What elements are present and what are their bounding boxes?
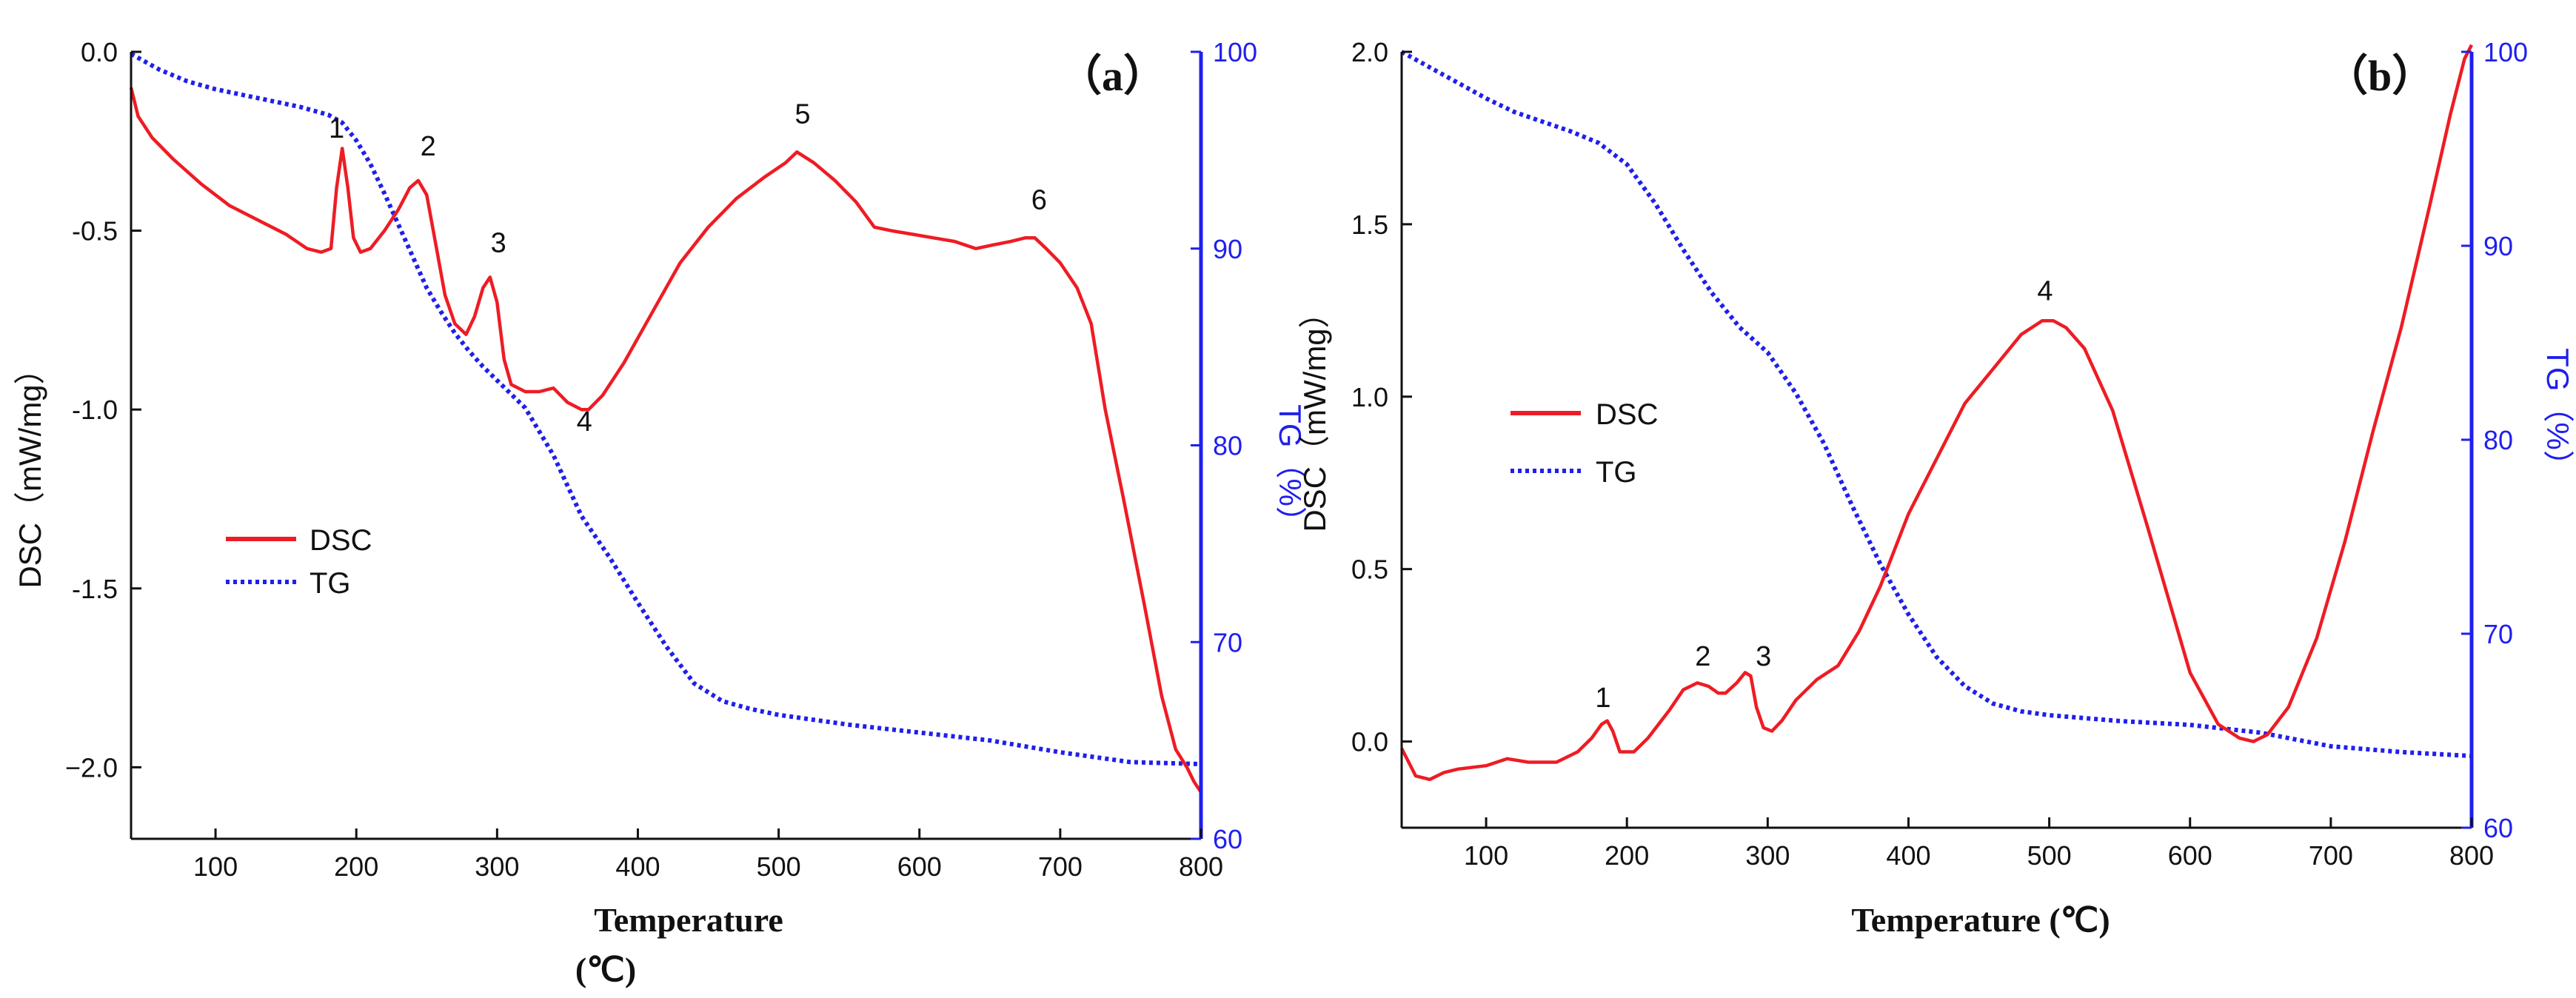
panel-b-xtick-label: 700: [2309, 840, 2353, 871]
panel-a-ytick-label: −2.0: [65, 752, 118, 783]
panel-b-y2tick-label: 80: [2483, 425, 2513, 455]
panel-b-y2tick-label: 60: [2483, 813, 2513, 843]
panel-a-ytick-label: 0.0: [81, 37, 118, 67]
panel-b-xtick-label: 200: [1605, 840, 1649, 871]
panel-b-dsc-line: [1399, 44, 2474, 782]
panel-a-chart: 100 200 300 400 500 600 700 800 0.0 -0.5 -1.0 -1.5 −…: [13, 37, 1308, 988]
panel-b-legend-dsc-label: DSC: [1596, 398, 1658, 431]
panel-a-xtick-label: 600: [897, 851, 942, 882]
panel-a-xtick-label: 500: [757, 851, 801, 882]
panel-b-chart: 100 200 300 400 500 600 700 800 0.0 0.5 1.0 1.5 2.0 6…: [1297, 37, 2575, 939]
panel-a-peak-label: 5: [794, 99, 810, 130]
panel-b-xtick-label: 500: [2027, 840, 2072, 871]
panel-b-label: （b）: [2325, 52, 2435, 100]
panel-a-xtick-label: 400: [615, 851, 660, 882]
panel-a-annotations: 1 2 3 4 5 6: [329, 99, 1047, 438]
panel-b-xtick-label: 100: [1464, 840, 1508, 871]
panel-b-annotations: 1 2 3 4: [1595, 275, 2053, 714]
panel-a-y2tick-label: 100: [1213, 37, 1257, 67]
panel-a-ylabel: DSC（mW/mg）: [13, 353, 47, 588]
panel-a-xlabel-line1: Temperature: [594, 901, 783, 939]
panel-b-ytick-label: 1.5: [1351, 210, 1388, 240]
panel-a-ytick-label: -1.0: [72, 395, 118, 425]
panel-a-ytick-label: -0.5: [72, 216, 118, 247]
panel-b-ytick-label: 2.0: [1351, 37, 1388, 67]
panel-b-y2label: TG（%）: [2540, 348, 2575, 481]
panel-b-ticks: 100 200 300 400 500 600 700 800 0.0 0.5 1.0 1.5 2.0 6…: [1351, 37, 2528, 871]
panel-a-tg-line: [130, 52, 1202, 766]
panel-b-xtick-label: 300: [1745, 840, 1790, 871]
panel-a-ytick-label: -1.5: [72, 574, 118, 604]
panel-a-dsc-series: [129, 87, 1202, 794]
panel-b-peak-label: 3: [1756, 641, 1771, 672]
panel-a-peak-label: 2: [421, 131, 436, 162]
panel-b-xtick-label: 400: [1886, 840, 1930, 871]
panel-a-legend: DSC TG: [226, 524, 372, 600]
panel-b-legend: DSC TG: [1511, 398, 1658, 489]
panel-b-legend-tg-label: TG: [1596, 456, 1637, 489]
panel-a-peak-label: 6: [1031, 185, 1047, 216]
panel-b-xtick-label: 600: [2168, 840, 2212, 871]
panel-a-xtick-label: 200: [334, 851, 378, 882]
panel-a-frame: [130, 52, 1203, 840]
panel-a-peak-label: 1: [329, 113, 344, 144]
panel-a-y2tick-label: 60: [1213, 824, 1242, 854]
panel-a-peak-label: 3: [491, 228, 506, 259]
panel-a-y2tick-label: 80: [1213, 431, 1242, 461]
panel-b-ytick-label: 0.5: [1351, 555, 1388, 585]
panel-b-ylabel: DSC（mW/mg）: [1297, 297, 1332, 532]
panel-b-peak-label: 2: [1695, 641, 1710, 672]
panel-b-peak-label: 1: [1595, 683, 1610, 714]
panel-b-tg-series: [1400, 50, 2472, 759]
panel-a-xtick-label: 100: [193, 851, 238, 882]
panel-b-frame: [1400, 52, 2474, 829]
panel-a-ticks: 100 200 300 400 500 600 700 800 0.0 -0.5 -1.0 -1.5 −…: [65, 37, 1257, 882]
panel-b-y2tick-label: 90: [2483, 231, 2513, 261]
panel-b-y2tick-label: 100: [2483, 37, 2528, 67]
panel-a-label: （a）: [1059, 52, 1166, 100]
panel-b-xtick-label: 800: [2449, 840, 2494, 871]
panel-a-dsc-line: [129, 87, 1202, 794]
panel-b-y2tick-label: 70: [2483, 619, 2513, 649]
panel-a-xtick-label: 300: [475, 851, 519, 882]
panel-a-xtick-label: 700: [1038, 851, 1083, 882]
panel-a-legend-tg-label: TG: [310, 567, 351, 600]
panel-a-y2tick-label: 70: [1213, 627, 1242, 657]
panel-a-y2tick-label: 90: [1213, 234, 1242, 264]
panel-b-ytick-label: 1.0: [1351, 382, 1388, 412]
panel-b-xlabel: Temperature (℃): [1851, 901, 2110, 939]
panel-a-y2label: TG（%）: [1273, 404, 1308, 537]
panel-b-peak-label: 4: [2037, 275, 2053, 307]
panel-a-peak-label: 4: [577, 406, 592, 438]
panel-b-ytick-label: 0.0: [1351, 727, 1388, 757]
panel-b-tg-line: [1400, 50, 2472, 759]
panel-a-xtick-label: 800: [1179, 851, 1223, 882]
panel-a-xlabel-line2: (℃): [575, 951, 636, 988]
panel-a-legend-dsc-label: DSC: [310, 524, 372, 557]
panel-a-tg-series: [130, 52, 1202, 766]
panel-b-dsc-series: [1399, 44, 2474, 782]
